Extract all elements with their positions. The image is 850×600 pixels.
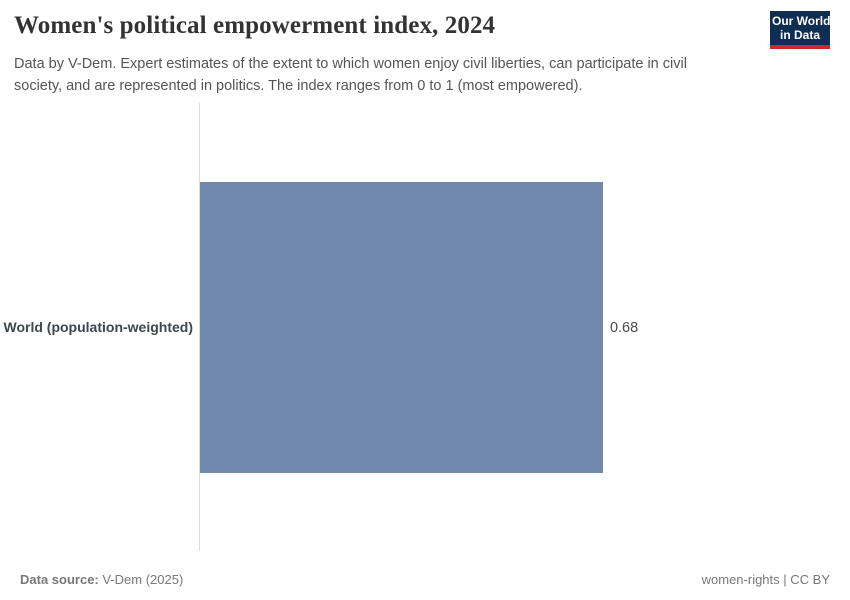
footer-note: women-rights | CC BY: [702, 572, 830, 587]
y-axis-line: [199, 103, 200, 551]
owid-logo-line2: in Data: [779, 28, 820, 42]
data-source-label: Data source:: [20, 572, 99, 587]
footer-license-link[interactable]: CC BY: [790, 572, 830, 587]
data-source: Data source: V-Dem (2025): [20, 572, 183, 587]
chart-footer: Data source: V-Dem (2025) women-rights |…: [0, 572, 850, 588]
bar-world[interactable]: [200, 182, 603, 473]
chart-subtitle: Data by V-Dem. Expert estimates of the e…: [14, 56, 687, 94]
bar-value-label: 0.68: [609, 320, 639, 336]
chart-title: Women's political empowerment index, 202…: [14, 12, 496, 39]
bar-label-world: World (population-weighted): [3, 319, 194, 335]
owid-logo[interactable]: Our World in Data: [770, 11, 830, 49]
footer-note-separator: |: [779, 572, 791, 587]
footer-slug-link[interactable]: women-rights: [701, 572, 780, 587]
owid-logo-line1: Our World: [772, 14, 831, 28]
data-source-value: V-Dem (2025): [98, 572, 184, 587]
